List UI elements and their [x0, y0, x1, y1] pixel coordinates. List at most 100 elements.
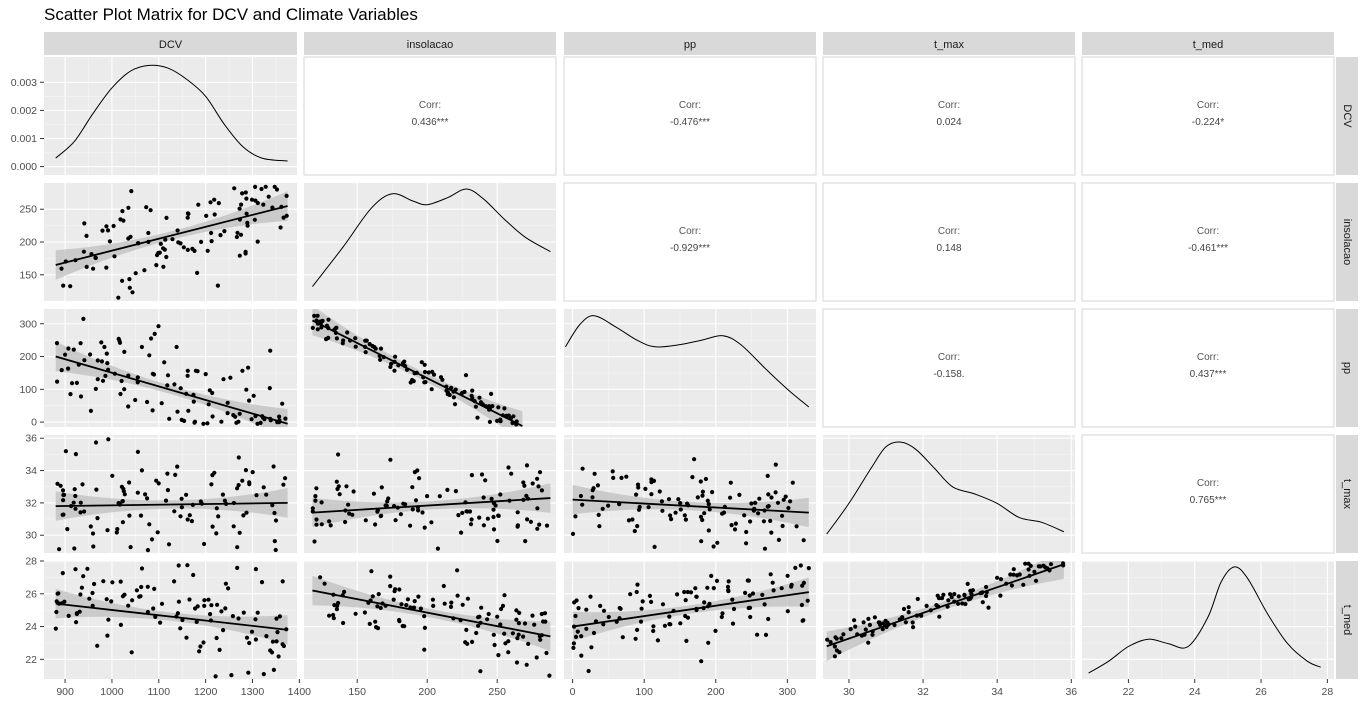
data-point	[376, 592, 381, 597]
data-point	[475, 415, 480, 420]
data-point	[179, 505, 184, 510]
data-point	[235, 565, 240, 571]
data-point	[699, 659, 704, 664]
data-point	[54, 609, 59, 615]
data-point	[998, 577, 1004, 582]
data-point	[172, 509, 177, 514]
scatter-layer-t_med-DCV	[53, 563, 289, 679]
data-point	[102, 344, 107, 350]
data-point	[261, 202, 266, 207]
data-point	[318, 575, 323, 580]
column-label-t_max: t_max	[934, 39, 964, 51]
data-point	[77, 609, 82, 614]
data-point	[635, 582, 640, 587]
data-point	[705, 585, 710, 590]
data-point	[660, 508, 665, 513]
data-point	[510, 631, 515, 636]
data-point	[576, 606, 581, 611]
corr-value-DCV-pp: -0.476***	[670, 117, 710, 128]
data-point	[151, 372, 157, 377]
data-point	[948, 592, 953, 597]
data-point	[105, 528, 110, 533]
data-point	[145, 548, 150, 553]
data-point	[469, 473, 474, 478]
data-point	[924, 603, 929, 609]
data-point	[422, 614, 427, 619]
data-point	[584, 626, 589, 631]
data-point	[185, 373, 190, 378]
data-point	[422, 647, 427, 652]
data-point	[590, 495, 595, 500]
data-point	[273, 547, 278, 553]
data-point	[980, 600, 985, 605]
data-point	[398, 512, 403, 517]
data-point	[437, 494, 442, 499]
data-point	[698, 479, 703, 484]
data-point	[528, 519, 534, 524]
data-point	[122, 387, 127, 392]
x-tick-label-DCV: 1300	[241, 686, 265, 698]
data-point	[422, 625, 427, 631]
x-tick-label-t_med: 24	[1189, 686, 1201, 698]
data-point	[243, 190, 248, 195]
data-point	[277, 414, 282, 419]
data-point	[1023, 561, 1028, 566]
data-point	[455, 593, 460, 598]
data-point	[523, 539, 528, 544]
data-point	[284, 213, 289, 218]
data-point	[535, 506, 540, 511]
data-point	[179, 496, 184, 501]
data-point	[449, 600, 454, 605]
data-point	[90, 590, 95, 596]
data-point	[763, 632, 769, 638]
data-point	[326, 317, 331, 322]
data-point	[485, 617, 490, 622]
data-point	[911, 625, 916, 630]
data-point	[411, 605, 417, 610]
data-point	[806, 566, 811, 571]
data-point	[126, 205, 131, 210]
data-point	[206, 402, 211, 407]
data-point	[491, 527, 497, 532]
data-point	[214, 531, 219, 536]
data-point	[459, 530, 464, 535]
data-point	[327, 519, 332, 524]
data-point	[371, 491, 376, 496]
data-point	[78, 500, 83, 505]
data-point	[363, 350, 368, 355]
data-point	[212, 212, 217, 217]
data-point	[760, 592, 765, 598]
data-point	[1011, 572, 1016, 577]
data-point	[281, 482, 286, 487]
y-tick-label-DCV: 0.000	[11, 161, 37, 173]
data-point	[748, 614, 753, 620]
data-point	[535, 526, 540, 531]
data-point	[72, 487, 77, 492]
x-tick-label-insolacao: 150	[348, 686, 366, 698]
data-point	[121, 486, 126, 491]
data-point	[839, 636, 844, 641]
corr-panel-t_max-t_med	[1081, 434, 1335, 554]
data-point	[241, 610, 246, 615]
data-point	[392, 589, 397, 594]
data-point	[104, 351, 109, 356]
data-point	[537, 470, 543, 475]
data-point	[156, 481, 161, 486]
regression-line-t_med-pp	[572, 591, 809, 628]
data-point	[232, 186, 237, 191]
data-point	[82, 358, 87, 363]
data-point	[832, 654, 838, 659]
data-point	[643, 486, 648, 491]
data-point	[378, 605, 383, 611]
data-point	[747, 605, 753, 610]
data-point	[175, 464, 180, 469]
data-point	[705, 498, 710, 503]
data-point	[522, 621, 528, 626]
scatter-layer-insolacao-DCV	[55, 184, 289, 300]
data-point	[743, 590, 748, 596]
data-point	[470, 639, 475, 645]
data-point	[84, 233, 89, 238]
y-tick-label-t_max: 32	[25, 497, 37, 509]
data-point	[184, 635, 189, 640]
